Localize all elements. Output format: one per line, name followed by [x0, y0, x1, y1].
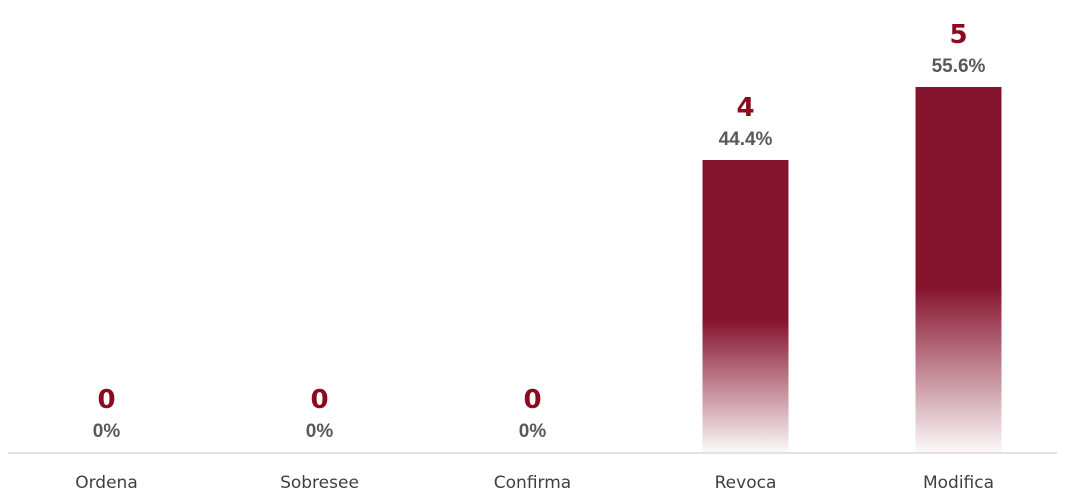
category-label-ordena: Ordena — [75, 473, 138, 493]
count-label-confirma: 0 — [523, 385, 541, 415]
count-label-sobresee: 0 — [310, 385, 328, 415]
bar-revoca — [702, 160, 789, 452]
category-label-revoca: Revoca — [715, 473, 777, 493]
labels-layer: 0% 0 Ordena 0% 0 Sobresee 0% 0 Confirma 44.4% 4 Rev… — [75, 20, 994, 493]
percent-label-ordena: 0% — [93, 421, 121, 442]
count-label-ordena: 0 — [97, 385, 115, 415]
category-label-sobresee: Sobresee — [280, 473, 359, 493]
percent-label-modifica: 55.6% — [932, 56, 986, 77]
percent-label-sobresee: 0% — [306, 421, 334, 442]
percent-label-confirma: 0% — [519, 421, 547, 442]
percent-label-revoca: 44.4% — [719, 129, 773, 150]
bar-modifica — [915, 87, 1002, 452]
count-label-modifica: 5 — [949, 20, 967, 50]
bars-layer — [702, 87, 1002, 452]
count-label-revoca: 4 — [736, 93, 754, 123]
category-label-confirma: Confirma — [494, 473, 571, 493]
category-label-modifica: Modifica — [923, 473, 994, 493]
